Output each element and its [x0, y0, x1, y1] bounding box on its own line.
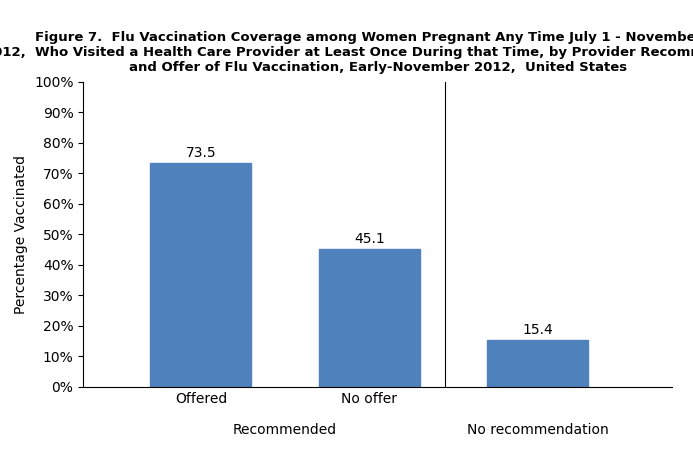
Text: No recommendation: No recommendation: [466, 423, 608, 437]
Bar: [150, 163, 252, 387]
Y-axis label: Percentage Vaccinated: Percentage Vaccinated: [15, 155, 28, 314]
Text: Recommended: Recommended: [233, 423, 337, 437]
Text: 15.4: 15.4: [523, 323, 553, 337]
Bar: [487, 340, 588, 387]
Bar: [319, 249, 420, 387]
Text: 73.5: 73.5: [186, 146, 216, 160]
Text: 45.1: 45.1: [354, 232, 385, 246]
Title: Figure 7.  Flu Vaccination Coverage among Women Pregnant Any Time July 1 - Novem: Figure 7. Flu Vaccination Coverage among…: [0, 31, 693, 74]
